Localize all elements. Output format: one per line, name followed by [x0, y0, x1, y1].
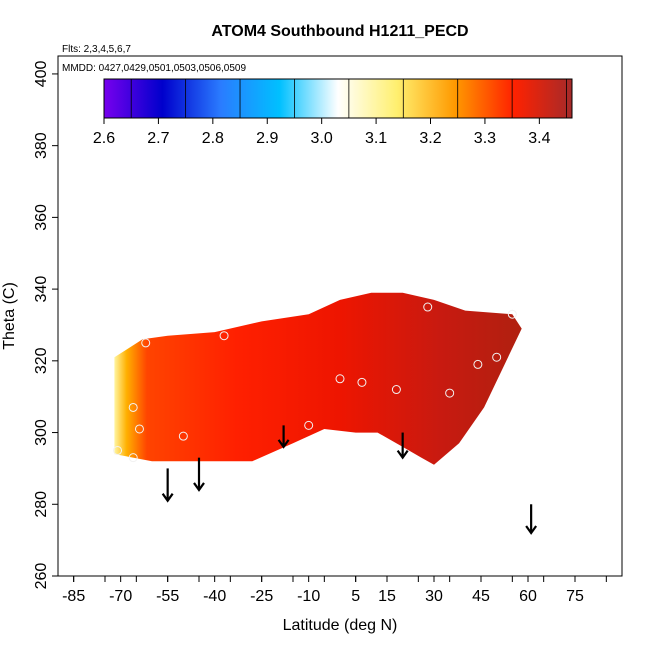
observation-point [473, 359, 483, 369]
x-tick-label: -10 [297, 588, 320, 605]
arrow-head [277, 439, 290, 449]
observation-point [304, 420, 314, 430]
observation-point [391, 385, 401, 395]
x-tick-label: 5 [351, 588, 360, 605]
observation-point [128, 402, 138, 412]
observation-point [134, 424, 144, 434]
colorbar-tick-label: 2.6 [93, 130, 115, 147]
y-tick-label: 320 [33, 347, 50, 374]
arrow-head [396, 450, 409, 460]
observation-point [141, 338, 151, 348]
observation-point [492, 352, 502, 362]
observation-point [445, 388, 455, 398]
x-axis-label: Latitude (deg N) [283, 617, 398, 634]
x-tick-label: -70 [109, 588, 132, 605]
x-tick-label: 75 [566, 588, 584, 605]
y-tick-label: 260 [33, 563, 50, 590]
arrow-head [525, 525, 538, 535]
colorbar-tick-label: 2.8 [202, 130, 224, 147]
colorbar-tick-label: 3.0 [311, 130, 333, 147]
arrow-head [161, 493, 174, 503]
observation-point [335, 374, 345, 384]
y-tick-label: 340 [33, 276, 50, 303]
x-axis: -85 -70 -55 -40 -25 -10 5 15 30 45 60 75 [62, 576, 607, 605]
y-tick-label: 400 [33, 60, 50, 87]
observation-point [219, 331, 229, 341]
observation-point [423, 302, 433, 312]
x-tick-label: -25 [250, 588, 273, 605]
y-axis: 260 280 300 320 340 360 380 400 [33, 60, 58, 589]
x-tick-label: 15 [378, 588, 396, 605]
colorbar-ticks: 2.6 2.7 2.8 2.9 3.0 3.1 3.2 3.3 3.4 [93, 79, 567, 147]
observation-point [178, 431, 188, 441]
observation-markers [113, 302, 517, 463]
x-tick-label: 30 [425, 588, 443, 605]
heatmap-field [114, 292, 522, 465]
colorbar-gradient [103, 78, 573, 119]
colorbar-tick-label: 2.9 [256, 130, 278, 147]
x-tick-label: -55 [156, 588, 179, 605]
x-tick-label: 60 [519, 588, 537, 605]
x-tick-label: 45 [472, 588, 490, 605]
colorbar-tick-label: 3.4 [528, 130, 550, 147]
colorbar-tick-label: 3.1 [365, 130, 387, 147]
x-tick-label: -40 [203, 588, 226, 605]
observation-point [128, 453, 138, 463]
arrow-markers [161, 425, 538, 535]
observation-point [357, 377, 367, 387]
plot-frame [57, 55, 623, 577]
chart-subtitle-flights: Flts: 2,3,4,5,6,7 [62, 44, 131, 55]
chart-title: ATOM4 Southbound H1211_PECD [211, 23, 468, 40]
y-tick-label: 360 [33, 204, 50, 231]
arrow-head [193, 482, 205, 492]
observation-point [113, 445, 123, 455]
x-tick-label: -85 [62, 588, 85, 605]
colorbar-tick-label: 2.7 [147, 130, 169, 147]
colorbar: 2.6 2.7 2.8 2.9 3.0 3.1 3.2 3.3 3.4 [93, 78, 573, 147]
observation-point [507, 309, 517, 319]
heatmap-field-group [114, 292, 522, 465]
colorbar-tick-label: 3.3 [474, 130, 496, 147]
colorbar-tick-label: 3.2 [419, 130, 441, 147]
y-tick-label: 300 [33, 419, 50, 446]
chart-subtitle-dates: MMDD: 0427,0429,0501,0503,0506,0509 [62, 63, 246, 74]
y-tick-label: 280 [33, 491, 50, 518]
y-axis-label: Theta (C) [1, 282, 18, 350]
y-tick-label: 380 [33, 132, 50, 159]
